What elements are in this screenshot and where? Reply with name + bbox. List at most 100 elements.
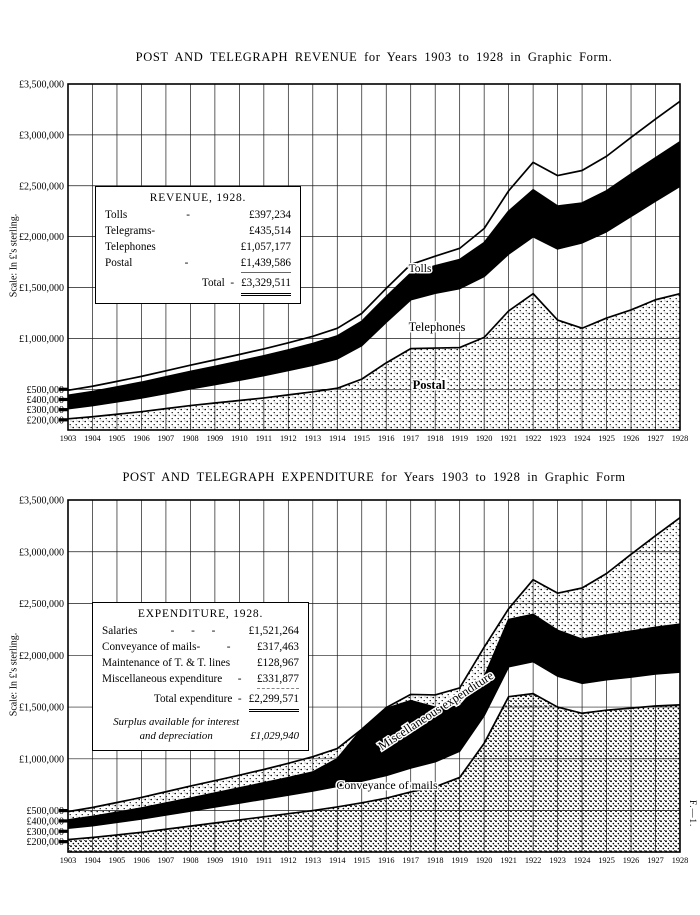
- x-tick-label: 1903: [60, 856, 77, 865]
- y-tick-label: £1,500,000: [19, 283, 64, 294]
- revenue-legend-title: REVENUE, 1928.: [149, 192, 247, 204]
- x-tick-label: 1905: [109, 434, 126, 443]
- legend-row-postal: Postal - £1,439,586: [105, 256, 291, 273]
- revenue-chart-title: POST AND TELEGRAPH REVENUE for Years 190…: [135, 50, 613, 64]
- x-tick-label: 1923: [549, 856, 566, 865]
- legend-row-salaries: Salaries - - - £1,521,264: [102, 625, 299, 637]
- x-tick-label: 1909: [207, 856, 224, 865]
- x-tick-label: 1908: [182, 434, 199, 443]
- y-tick-label: £300,000: [27, 827, 65, 838]
- series-boundary: [67, 100, 681, 392]
- x-tick-label: 1923: [549, 434, 566, 443]
- y-tick-label: £3,000,000: [19, 547, 64, 558]
- x-tick-label: 1920: [476, 434, 493, 443]
- legend-row-surplus: Surplus available for interest and depre…: [113, 715, 299, 742]
- x-tick-label: 1911: [256, 434, 272, 443]
- y-tick-label: £500,000: [27, 385, 65, 396]
- y-tick-label: £3,000,000: [19, 130, 64, 141]
- x-tick-label: 1925: [598, 856, 615, 865]
- legend-row-conveyance: Conveyance of mails- - £317,463: [102, 640, 299, 653]
- x-tick-label: 1912: [280, 856, 297, 865]
- x-tick-label: 1907: [158, 434, 175, 443]
- x-tick-label: 1917: [402, 856, 419, 865]
- x-tick-label: 1919: [451, 434, 468, 443]
- plot-label: Tolls: [409, 263, 432, 275]
- series-band: [68, 141, 680, 409]
- x-tick-label: 1905: [109, 856, 126, 865]
- plot-border: [67, 499, 681, 853]
- x-tick-label: 1922: [525, 434, 542, 443]
- y-tick-label: £2,500,000: [19, 599, 64, 610]
- x-tick-label: 1911: [256, 856, 272, 865]
- legend-row-telegrams: Telegrams- £435,514: [105, 224, 291, 237]
- expenditure-legend-title: EXPENDITURE, 1928.: [137, 608, 264, 620]
- x-tick-label: 1916: [378, 856, 395, 865]
- y-tick-label: £1,000,000: [19, 754, 64, 765]
- plot-border: [67, 83, 681, 431]
- series-boundary: [67, 692, 681, 841]
- plot-label: Telephones: [409, 320, 466, 334]
- x-tick-label: 1921: [500, 434, 517, 443]
- series-boundary: [67, 647, 681, 826]
- x-tick-label: 1904: [84, 856, 101, 865]
- series-boundary: [67, 141, 681, 397]
- legend-row-revenue-total: Total - £3,329,511: [105, 276, 291, 296]
- y-tick-label: £500,000: [27, 806, 65, 817]
- x-tick-label: 1906: [133, 856, 150, 865]
- series-boundary: [67, 660, 681, 830]
- legend-row-telephones: Telephones £1,057,177: [105, 240, 291, 253]
- x-tick-label: 1914: [329, 434, 346, 443]
- y-tick-label: £200,000: [27, 415, 65, 426]
- x-tick-label: 1912: [280, 434, 297, 443]
- x-tick-label: 1913: [305, 434, 322, 443]
- x-tick-label: 1919: [451, 856, 468, 865]
- y-tick-label: £1,500,000: [19, 703, 64, 714]
- expenditure-chart-title: POST AND TELEGRAPH EXPENDITURE for Years…: [122, 470, 626, 484]
- x-tick-label: 1909: [207, 434, 224, 443]
- x-tick-label: 1917: [402, 434, 419, 443]
- x-tick-label: 1913: [305, 856, 322, 865]
- legend-row-miscellaneous: Miscellaneous expenditure - £331,877: [102, 672, 299, 689]
- revenue-legend-box: REVENUE, 1928. Tolls - £397,234 Telegram…: [95, 186, 301, 304]
- series-band: [68, 293, 680, 430]
- plot-label: Postal: [413, 378, 446, 392]
- y-tick-label: £2,000,000: [19, 651, 64, 662]
- x-tick-label: 1927: [647, 434, 664, 443]
- y-tick-label: £400,000: [27, 816, 65, 827]
- legend-row-expenditure-total: Total expenditure - £2,299,571: [102, 692, 299, 712]
- y-tick-label: £3,500,000: [19, 496, 64, 507]
- x-tick-label: 1918: [427, 856, 444, 865]
- series-band: [68, 693, 680, 852]
- x-tick-label: 1904: [84, 434, 101, 443]
- x-tick-label: 1908: [182, 856, 199, 865]
- x-tick-label: 1921: [500, 856, 517, 865]
- y-tick-label: £400,000: [27, 395, 65, 406]
- series-boundary: [67, 292, 681, 420]
- x-tick-label: 1928: [672, 856, 689, 865]
- x-tick-label: 1924: [574, 856, 591, 865]
- y-tick-label: £3,500,000: [19, 80, 64, 91]
- expenditure-legend-box: EXPENDITURE, 1928. Salaries - - - £1,521…: [92, 602, 309, 751]
- y-tick-label: £2,500,000: [19, 181, 64, 192]
- x-tick-label: 1927: [647, 856, 664, 865]
- x-tick-label: 1925: [598, 434, 615, 443]
- x-tick-label: 1920: [476, 856, 493, 865]
- x-tick-label: 1915: [353, 856, 370, 865]
- form-number-note: F.—1.: [688, 800, 698, 828]
- x-tick-label: 1926: [623, 434, 640, 443]
- x-tick-label: 1918: [427, 434, 444, 443]
- x-tick-label: 1924: [574, 434, 591, 443]
- x-tick-label: 1928: [672, 434, 689, 443]
- legend-row-maintenance: Maintenance of T. & T. lines £128,967: [102, 656, 299, 669]
- x-tick-label: 1916: [378, 434, 395, 443]
- x-tick-label: 1910: [231, 856, 248, 865]
- y-tick-label: £1,000,000: [19, 334, 64, 345]
- plot-label: Conveyance of mails: [336, 778, 438, 792]
- x-tick-label: 1906: [133, 434, 150, 443]
- x-tick-label: 1926: [623, 856, 640, 865]
- x-tick-label: 1903: [60, 434, 77, 443]
- y-tick-label: £300,000: [27, 405, 65, 416]
- series-band: [68, 517, 680, 820]
- series-boundary: [67, 185, 681, 410]
- x-tick-label: 1910: [231, 434, 248, 443]
